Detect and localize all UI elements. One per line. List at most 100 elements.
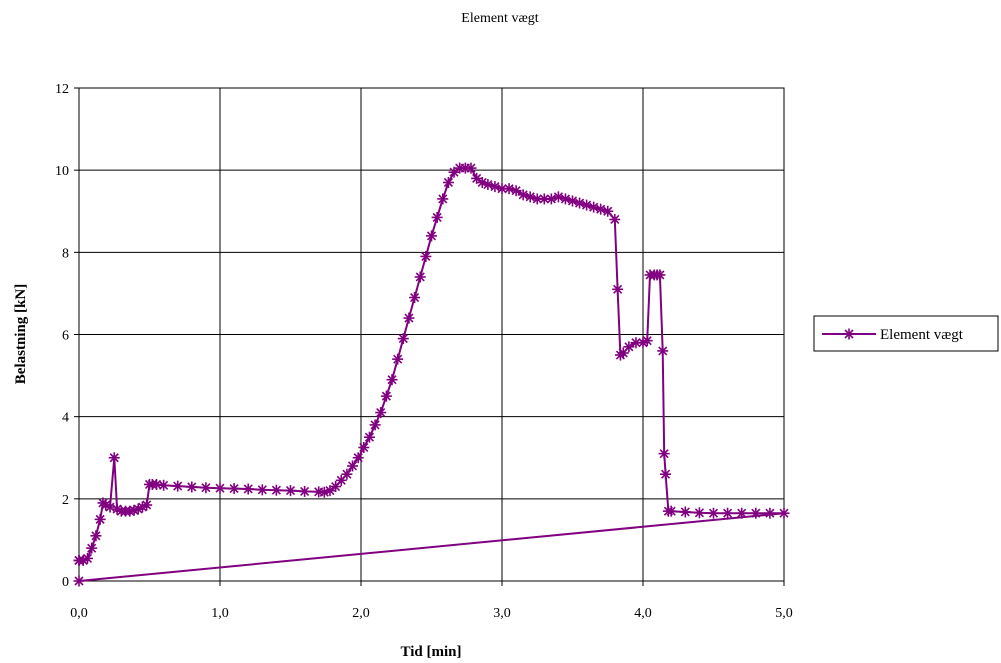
data-point-marker xyxy=(657,345,669,357)
data-point-marker xyxy=(409,292,421,304)
data-point-marker xyxy=(448,166,460,178)
data-point-marker xyxy=(612,283,624,295)
y-tick-label: 6 xyxy=(62,329,69,344)
series-line-0 xyxy=(78,167,785,582)
data-point-marker xyxy=(588,201,600,213)
data-point-marker xyxy=(471,172,483,184)
data-point-marker xyxy=(426,230,437,242)
data-point-marker xyxy=(750,507,762,519)
series-lines xyxy=(78,167,785,582)
data-point-marker xyxy=(654,269,666,281)
data-point-marker xyxy=(200,482,212,494)
x-tick-label: 1,0 xyxy=(211,606,229,621)
data-point-marker xyxy=(335,474,347,486)
data-point-marker xyxy=(574,197,586,209)
data-point-marker xyxy=(94,513,106,525)
data-point-marker xyxy=(341,468,353,480)
data-point-marker xyxy=(386,374,398,386)
data-point-marker xyxy=(489,181,501,193)
data-point-marker xyxy=(778,507,790,519)
data-point-marker xyxy=(352,452,364,464)
x-tick-label: 2,0 xyxy=(352,606,370,621)
data-point-marker xyxy=(81,552,93,564)
data-point-marker xyxy=(503,183,515,195)
data-point-marker xyxy=(186,481,198,493)
data-point-marker xyxy=(602,205,614,217)
data-point-marker xyxy=(108,452,120,464)
data-point-marker xyxy=(679,506,691,518)
data-point-marker xyxy=(722,507,734,519)
data-point-marker xyxy=(545,193,557,205)
data-point-marker xyxy=(559,193,571,205)
data-point-marker xyxy=(347,460,359,472)
data-point-marker xyxy=(141,499,153,511)
data-point-marker xyxy=(375,407,387,419)
data-point-marker xyxy=(658,448,670,460)
data-point-marker xyxy=(517,189,529,201)
data-point-marker xyxy=(693,507,705,519)
legend-label: Element vægt xyxy=(880,327,964,343)
y-tick-label: 2 xyxy=(62,493,69,508)
data-point-marker xyxy=(531,193,543,205)
data-point-marker xyxy=(104,501,116,513)
data-point-marker xyxy=(510,185,522,197)
legend-marker-icon xyxy=(843,328,855,340)
y-tick-label: 0 xyxy=(62,575,69,590)
data-point-marker xyxy=(595,203,607,215)
data-point-marker xyxy=(369,419,381,431)
data-point-marker xyxy=(299,485,311,497)
y-axis-label: Belastning [kN] xyxy=(13,284,29,384)
data-point-marker xyxy=(256,484,268,496)
data-point-marker xyxy=(285,485,296,497)
y-tick-label: 4 xyxy=(62,411,69,426)
data-point-marker xyxy=(380,390,392,402)
data-point-marker xyxy=(442,176,454,188)
data-point-marker xyxy=(482,179,494,191)
data-point-marker xyxy=(736,507,748,519)
x-tick-label: 5,0 xyxy=(775,606,793,621)
data-point-marker xyxy=(552,191,564,203)
data-point-marker xyxy=(630,337,642,349)
data-point-marker xyxy=(708,507,719,519)
data-point-marker xyxy=(403,312,415,324)
legend-marker-swatch xyxy=(843,328,855,340)
data-point-marker xyxy=(665,505,677,517)
data-point-marker xyxy=(581,199,593,211)
legend: Element vægt xyxy=(813,315,999,352)
series-markers xyxy=(73,162,790,587)
x-axis-label: Tid [min] xyxy=(401,644,462,660)
data-point-marker xyxy=(609,213,621,225)
data-point-marker xyxy=(660,468,672,480)
tick-labels: 0,0 1,0 2,0 3,0 4,0 5,0 0 2 4 6 8 10 12 xyxy=(55,82,793,621)
y-tick-label: 12 xyxy=(55,82,69,97)
data-point-marker xyxy=(420,250,432,262)
data-point-marker xyxy=(414,271,426,283)
x-tick-label: 4,0 xyxy=(634,606,652,621)
data-point-marker xyxy=(363,431,375,443)
data-point-marker xyxy=(465,162,477,174)
data-point-marker xyxy=(172,480,184,492)
data-point-marker xyxy=(324,485,336,497)
data-point-marker xyxy=(158,479,170,491)
data-point-marker xyxy=(214,482,226,494)
data-point-marker xyxy=(641,335,653,347)
grid-lines xyxy=(74,87,785,586)
data-point-marker xyxy=(228,483,240,495)
y-tick-label: 10 xyxy=(55,164,69,179)
data-point-marker xyxy=(397,333,409,345)
data-point-marker xyxy=(567,195,578,207)
chart-title: Element vægt xyxy=(461,11,538,26)
x-tick-label: 3,0 xyxy=(493,606,511,621)
y-tick-label: 8 xyxy=(62,246,69,261)
data-point-marker xyxy=(437,193,449,205)
data-point-marker xyxy=(270,484,282,496)
data-point-marker xyxy=(358,441,370,453)
data-point-marker xyxy=(77,554,89,566)
data-point-marker xyxy=(242,483,254,495)
data-point-marker xyxy=(524,191,536,203)
data-point-marker xyxy=(73,575,85,587)
data-point-marker xyxy=(392,353,404,365)
data-point-marker xyxy=(86,542,98,554)
data-point-marker xyxy=(90,530,102,542)
